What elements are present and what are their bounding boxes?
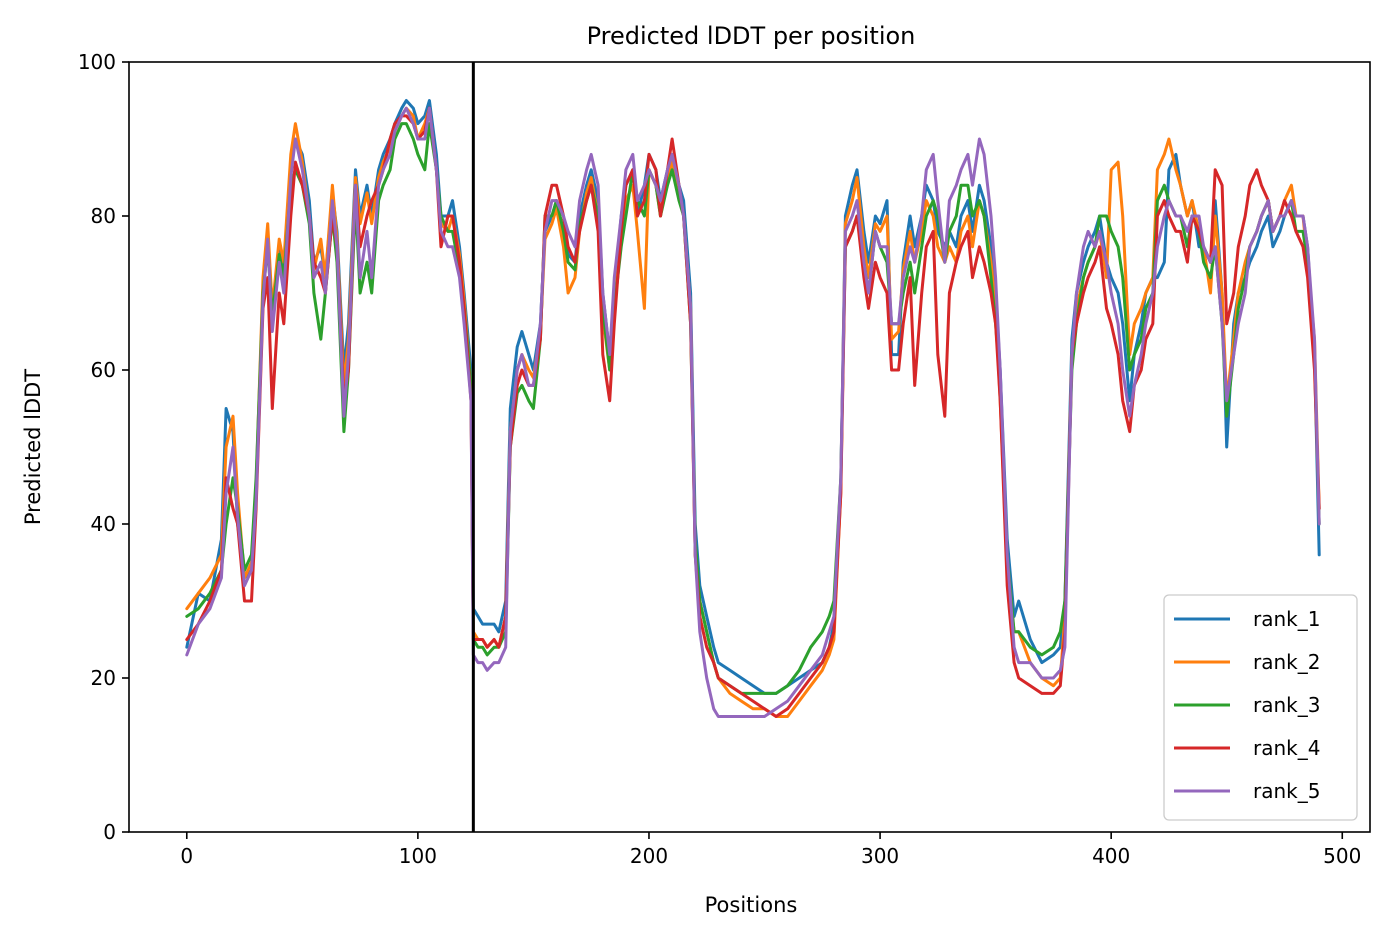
legend: rank_1 rank_2 rank_3 rank_4 rank_5 [1163, 594, 1358, 821]
y-tick-label: 60 [91, 358, 116, 382]
y-tick-label: 100 [78, 50, 116, 74]
x-axis-label: Positions [705, 893, 798, 917]
plot-series [185, 62, 1321, 832]
x-tick-label: 400 [1092, 844, 1130, 868]
y-axis-label: Predicted lDDT [21, 369, 45, 525]
x-tick-label: 100 [399, 844, 437, 868]
legend-label-rank_1: rank_1 [1253, 607, 1320, 631]
x-axis: 0 100 200 300 400 500 [180, 832, 1361, 868]
x-tick-label: 0 [180, 844, 193, 868]
y-axis: 0 20 40 60 80 100 [78, 50, 129, 844]
legend-label-rank_2: rank_2 [1253, 650, 1320, 674]
series-line-rank_2 [185, 106, 1321, 718]
y-tick-label: 20 [91, 666, 116, 690]
y-tick-label: 80 [91, 204, 116, 228]
y-tick-label: 0 [103, 820, 116, 844]
x-tick-label: 500 [1323, 844, 1361, 868]
legend-box [1163, 594, 1358, 821]
x-tick-label: 300 [861, 844, 899, 868]
x-tick-label: 200 [630, 844, 668, 868]
legend-label-rank_4: rank_4 [1253, 736, 1320, 760]
chart-title: Predicted lDDT per position [587, 22, 916, 50]
plot-frame [128, 61, 1371, 833]
y-tick-label: 40 [91, 512, 116, 536]
legend-label-rank_5: rank_5 [1253, 779, 1320, 803]
legend-label-rank_3: rank_3 [1253, 693, 1320, 717]
series-line-rank_5 [185, 106, 1321, 718]
